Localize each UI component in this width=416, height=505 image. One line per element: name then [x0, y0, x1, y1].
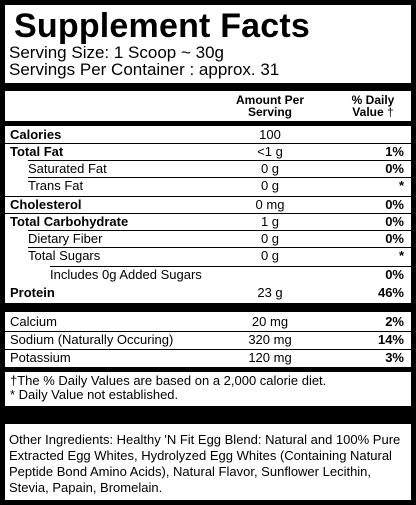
- nutrient-daily-value: *: [398, 178, 404, 193]
- row-separator: [28, 160, 411, 161]
- nutrient-daily-value: 0%: [385, 231, 404, 246]
- nutrient-amount: 100: [259, 127, 281, 142]
- nutrient-daily-value: 3%: [385, 350, 404, 365]
- nutrient-label: Total Sugars: [28, 248, 101, 263]
- nutrient-amount: 20 mg: [251, 314, 289, 329]
- nutrient-label: Total Fat: [10, 144, 64, 159]
- nutrient-amount: 120 mg: [248, 350, 292, 365]
- nutrient-daily-value: 0%: [385, 214, 404, 229]
- nutrient-label: Sodium (Naturally Occuring): [10, 332, 174, 347]
- other-ingredients: Other Ingredients: Healthy 'N Fit Egg Bl…: [9, 432, 401, 495]
- serving-size: Serving Size: 1 Scoop ~ 30g: [9, 43, 224, 62]
- row-separator: [5, 213, 411, 214]
- servings-per-container: Servings Per Container : approx. 31: [9, 60, 280, 79]
- nutrient-daily-value: 0%: [385, 161, 404, 176]
- divider-thick-top: [5, 83, 411, 91]
- nutrient-amount: 23 g: [257, 285, 283, 300]
- nutrient-amount: 0 g: [260, 161, 280, 176]
- nutrient-label: Total Carbohydrate: [10, 214, 129, 229]
- row-separator: [5, 196, 411, 197]
- amount-header-line1: Amount Per: [235, 93, 304, 107]
- divider-ingredients: [5, 406, 411, 424]
- nutrient-label: Saturated Fat: [28, 161, 107, 176]
- nutrient-label: Protein: [10, 285, 55, 300]
- daily-value-header: % Daily Value †: [340, 94, 406, 118]
- nutrient-daily-value: *: [398, 248, 404, 263]
- row-separator: [28, 247, 411, 248]
- dagger-marker: †: [387, 105, 394, 119]
- nutrient-amount: <1 g: [257, 144, 283, 159]
- nutrient-label: Calcium: [10, 314, 57, 329]
- nutrient-amount: 0 g: [260, 178, 280, 193]
- amount-header-line2: Serving: [247, 105, 292, 119]
- nutrient-daily-value: 2%: [385, 314, 404, 329]
- footnote-not-established: * Daily Value not established.: [10, 387, 179, 402]
- nutrient-label: Potassium: [10, 350, 71, 365]
- nutrient-daily-value: 0%: [385, 267, 404, 282]
- row-separator: [50, 266, 411, 267]
- dv-header-line1: % Daily: [351, 93, 395, 107]
- divider-header: [5, 121, 411, 126]
- divider-thick-protein: [5, 303, 411, 312]
- row-separator: [5, 331, 411, 332]
- row-separator: [28, 230, 411, 231]
- nutrient-label: Dietary Fiber: [28, 231, 103, 246]
- row-separator: [5, 143, 411, 144]
- row-separator: [28, 177, 411, 178]
- nutrient-label: Calories: [10, 127, 62, 142]
- amount-per-serving-header: Amount Per Serving: [207, 94, 333, 118]
- footnote-daily-values: †The % Daily Values are based on a 2,000…: [10, 373, 327, 388]
- divider-bottom: [5, 367, 411, 372]
- dv-header-line2: Value: [352, 105, 384, 119]
- nutrient-daily-value: 46%: [377, 285, 404, 300]
- nutrient-amount: 1 g: [260, 214, 280, 229]
- nutrient-label: Includes 0g Added Sugars: [50, 267, 202, 282]
- nutrient-daily-value: 1%: [385, 144, 404, 159]
- nutrient-amount: 0 mg: [255, 197, 285, 212]
- nutrient-amount: 320 mg: [248, 332, 292, 347]
- nutrient-label: Trans Fat: [28, 178, 84, 193]
- panel-title: Supplement Facts: [14, 7, 311, 45]
- nutrient-daily-value: 0%: [385, 197, 404, 212]
- nutrient-amount: 0 g: [260, 231, 280, 246]
- nutrient-daily-value: 14%: [377, 332, 404, 347]
- nutrient-amount: 0 g: [260, 248, 280, 263]
- row-separator: [5, 349, 411, 350]
- nutrient-label: Cholesterol: [10, 197, 82, 212]
